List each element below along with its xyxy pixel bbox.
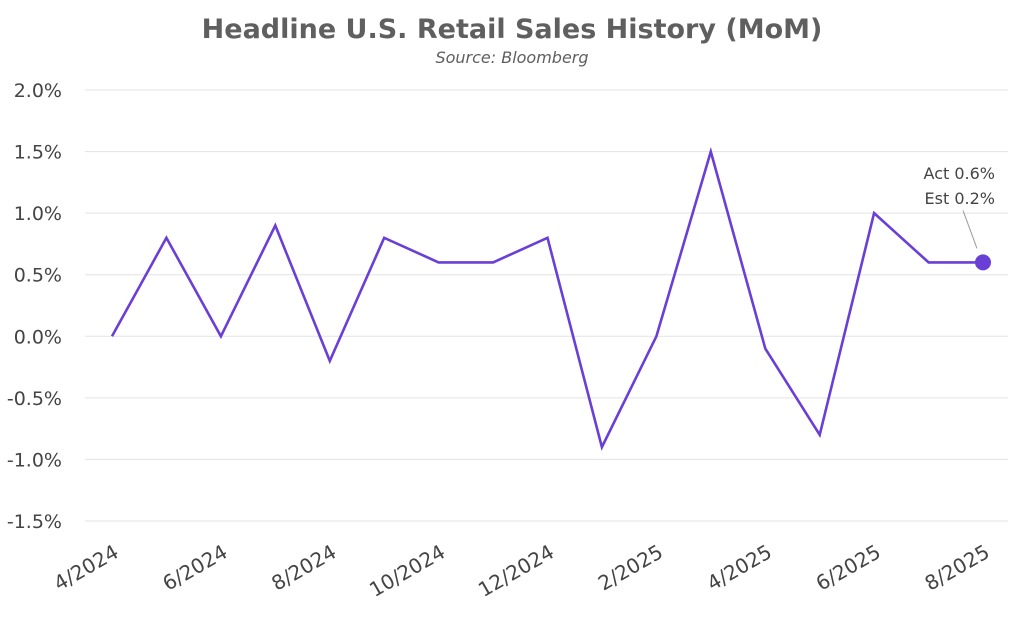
y-tick-label: -1.5%: [7, 511, 62, 533]
chart-title: Headline U.S. Retail Sales History (MoM): [202, 14, 823, 45]
chart-subtitle: Source: Bloomberg: [435, 48, 588, 67]
y-tick-label: 1.0%: [14, 203, 62, 225]
annotation-group: Act 0.6% Est 0.2%: [924, 164, 995, 249]
x-tick-label: 8/2024: [267, 540, 340, 596]
y-tick-label: 1.5%: [14, 142, 62, 164]
last-point-marker: [975, 254, 991, 271]
y-axis-ticks: 2.0% 1.5% 1.0% 0.5% 0.0% -0.5% -1.0% -1.5%: [7, 80, 62, 533]
annotation-text: Est 0.2%: [925, 189, 995, 208]
annotation-text: Act 0.6%: [924, 164, 995, 183]
x-tick-label: 4/2024: [50, 540, 123, 596]
x-tick-label: 4/2025: [703, 540, 776, 596]
series-line: [110, 146, 983, 451]
gridlines: [85, 89, 1008, 522]
x-tick-label: 6/2025: [812, 540, 885, 596]
y-tick-label: 0.0%: [14, 326, 62, 348]
x-tick-label: 6/2024: [158, 540, 231, 596]
series-line-group: [110, 146, 991, 451]
y-tick-label: 0.5%: [14, 265, 62, 287]
annotation-leader-line: [962, 210, 978, 249]
x-axis-ticks: 4/2024 6/2024 8/2024 10/2024 12/2024 2/2025 4/…: [50, 540, 994, 602]
y-tick-label: -0.5%: [7, 388, 62, 410]
x-tick-label: 10/2024: [365, 540, 449, 602]
y-tick-label: -1.0%: [7, 449, 62, 471]
x-tick-label: 12/2024: [474, 540, 558, 602]
y-tick-label: 2.0%: [14, 80, 62, 102]
x-tick-label: 2/2025: [594, 540, 667, 596]
x-tick-label: 8/2025: [921, 540, 994, 596]
